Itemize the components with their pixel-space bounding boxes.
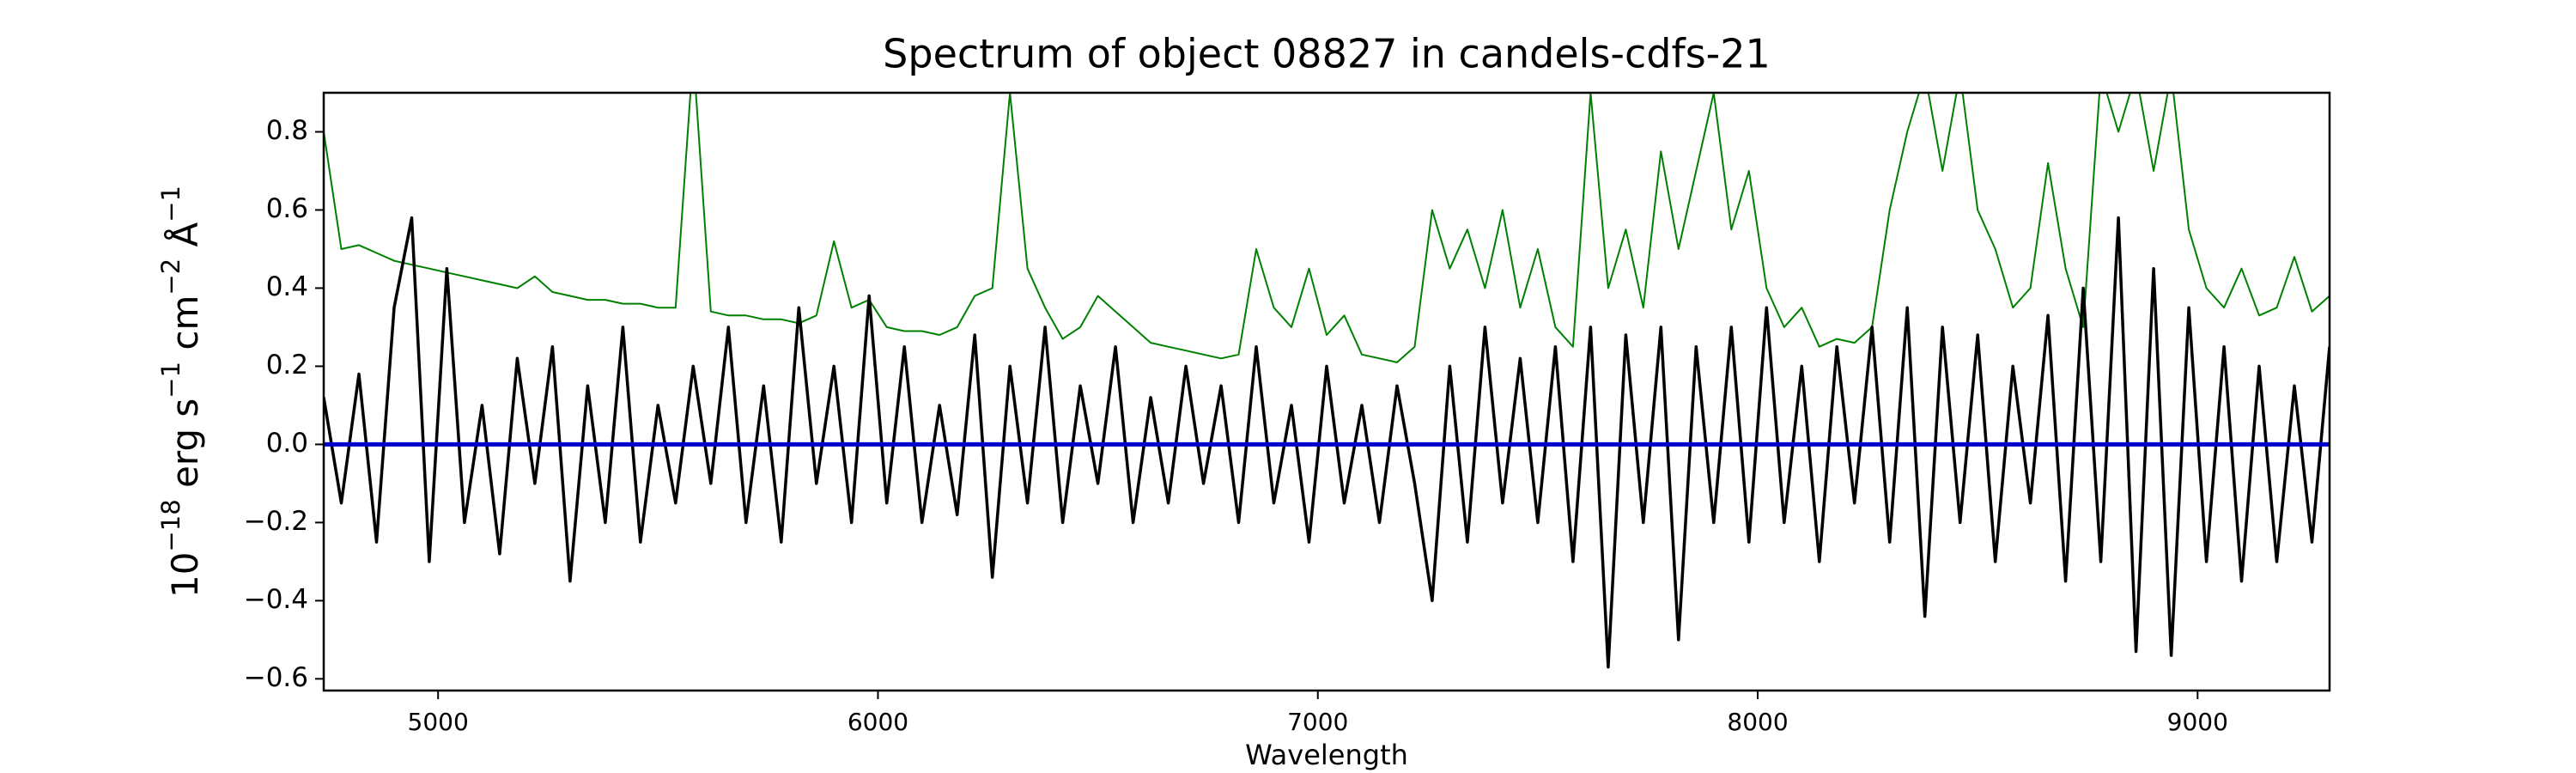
x-tick-label: 5000: [408, 708, 469, 736]
chart-title: Spectrum of object 08827 in candels-cdfs…: [883, 31, 1771, 77]
y-tick-label: −0.4: [244, 584, 308, 615]
y-axis-label: 10−18 erg s−1 cm−2 Å−1: [156, 186, 206, 598]
x-tick-label: 7000: [1287, 708, 1348, 736]
spectrum-line: [324, 216, 2330, 669]
x-axis-label: Wavelength: [1245, 739, 1408, 771]
y-tick-label: −0.6: [244, 662, 308, 693]
y-tick-label: 0.8: [266, 115, 308, 146]
superscript: −1: [156, 186, 185, 222]
y-tick-label: 0.6: [266, 193, 308, 224]
superscript: −18: [156, 499, 185, 551]
spectrum-line: [324, 93, 2330, 363]
label-part: erg s: [164, 399, 206, 500]
x-tick-label: 8000: [1727, 708, 1788, 736]
y-tick-label: −0.2: [244, 506, 308, 537]
x-tick-label: 9000: [2167, 708, 2228, 736]
y-tick-label: 0.2: [266, 350, 308, 380]
label-part: cm: [164, 295, 206, 362]
plot-frame: [322, 91, 2331, 692]
y-tick-label: 0.0: [266, 428, 308, 459]
label-part: 10: [164, 552, 206, 598]
y-tick-label: 0.4: [266, 271, 308, 302]
x-tick-label: 6000: [848, 708, 908, 736]
superscript: −2: [156, 259, 185, 295]
superscript: −1: [156, 362, 185, 399]
label-part: Å: [163, 222, 206, 259]
plot-area: [324, 93, 2330, 669]
